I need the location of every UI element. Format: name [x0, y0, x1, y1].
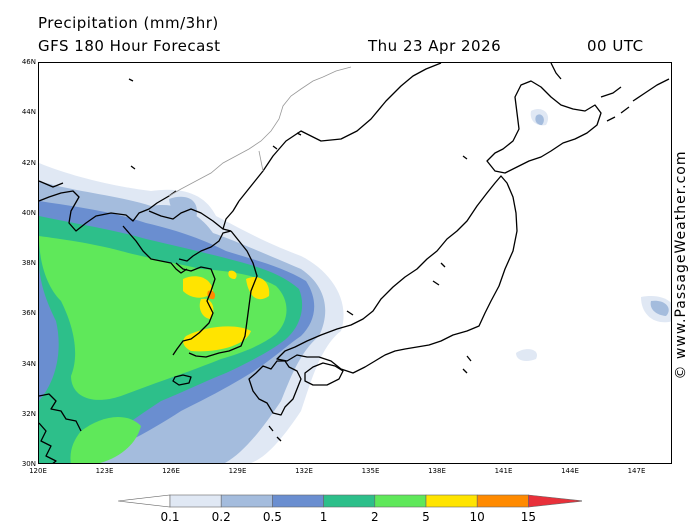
forecast-time: 00 UTC — [587, 37, 644, 55]
precip-band-0.1 — [516, 349, 537, 361]
latitude-label: 34N — [21, 359, 36, 368]
precip-band-0.2 — [535, 114, 544, 125]
national-borders — [168, 66, 352, 197]
latitude-label: 40N — [21, 208, 36, 217]
colorbar-label: 5 — [422, 510, 430, 524]
precip-band-0.2 — [650, 300, 669, 316]
longitude-label: 141E — [494, 467, 513, 475]
latitude-label: 30N — [21, 460, 36, 468]
colorbar-swatch — [220, 494, 273, 508]
precipitation-map — [38, 62, 672, 464]
colorbar-arrow-high — [528, 494, 582, 508]
colorbar-swatch — [476, 494, 529, 508]
colorbar-label: 1 — [319, 510, 328, 524]
precip-band-5 — [199, 298, 214, 319]
colorbar-label: 10 — [469, 510, 485, 524]
precip-band-2 — [39, 236, 287, 400]
colorbar-swatch — [374, 494, 427, 508]
precipitation-colorbar — [118, 494, 582, 508]
latitude-label: 38N — [21, 259, 36, 267]
longitude-label: 132E — [295, 467, 313, 475]
precip-band-5 — [246, 276, 270, 300]
longitude-label: 126E — [162, 467, 180, 475]
colorbar-swatch — [169, 494, 222, 508]
latitude-label: 36N — [21, 309, 36, 318]
colorbar-label: 0.1 — [160, 510, 180, 524]
colorbar-arrow-low — [118, 494, 171, 508]
precip-band-0.2 — [169, 196, 197, 221]
latitude-label: 42N — [21, 158, 36, 167]
longitude-label: 120E — [29, 467, 47, 475]
colorbar-swatch — [323, 494, 376, 508]
precipitation-field — [39, 108, 671, 463]
colorbar-label: 15 — [520, 510, 537, 524]
precip-band-5 — [183, 276, 213, 298]
latitude-label: 44N — [21, 108, 36, 117]
forecast-date: Thu 23 Apr 2026 — [368, 37, 502, 55]
colorbar-label: 0.2 — [211, 510, 231, 524]
precip-band-5 — [228, 270, 237, 279]
colorbar-swatch — [425, 494, 478, 508]
longitude-label: 129E — [228, 467, 247, 475]
credit-watermark: © www.PassageWeather.com — [673, 150, 689, 380]
longitude-label: 147E — [627, 467, 646, 475]
longitude-label: 135E — [361, 467, 380, 475]
map-title: Precipitation (mm/3hr) — [38, 14, 219, 32]
longitude-label: 123E — [95, 467, 114, 475]
forecast-subtitle: GFS 180 Hour Forecast — [38, 37, 221, 55]
precip-band-2 — [70, 416, 141, 463]
colorbar-label: 2 — [370, 510, 379, 524]
colorbar-label: 0.5 — [262, 510, 282, 524]
latitude-label: 46N — [21, 58, 36, 66]
longitude-label: 138E — [428, 467, 446, 475]
colorbar-swatch — [272, 494, 324, 508]
latitude-label: 32N — [21, 409, 36, 418]
coastlines — [39, 63, 670, 463]
longitude-label: 144E — [561, 467, 579, 475]
